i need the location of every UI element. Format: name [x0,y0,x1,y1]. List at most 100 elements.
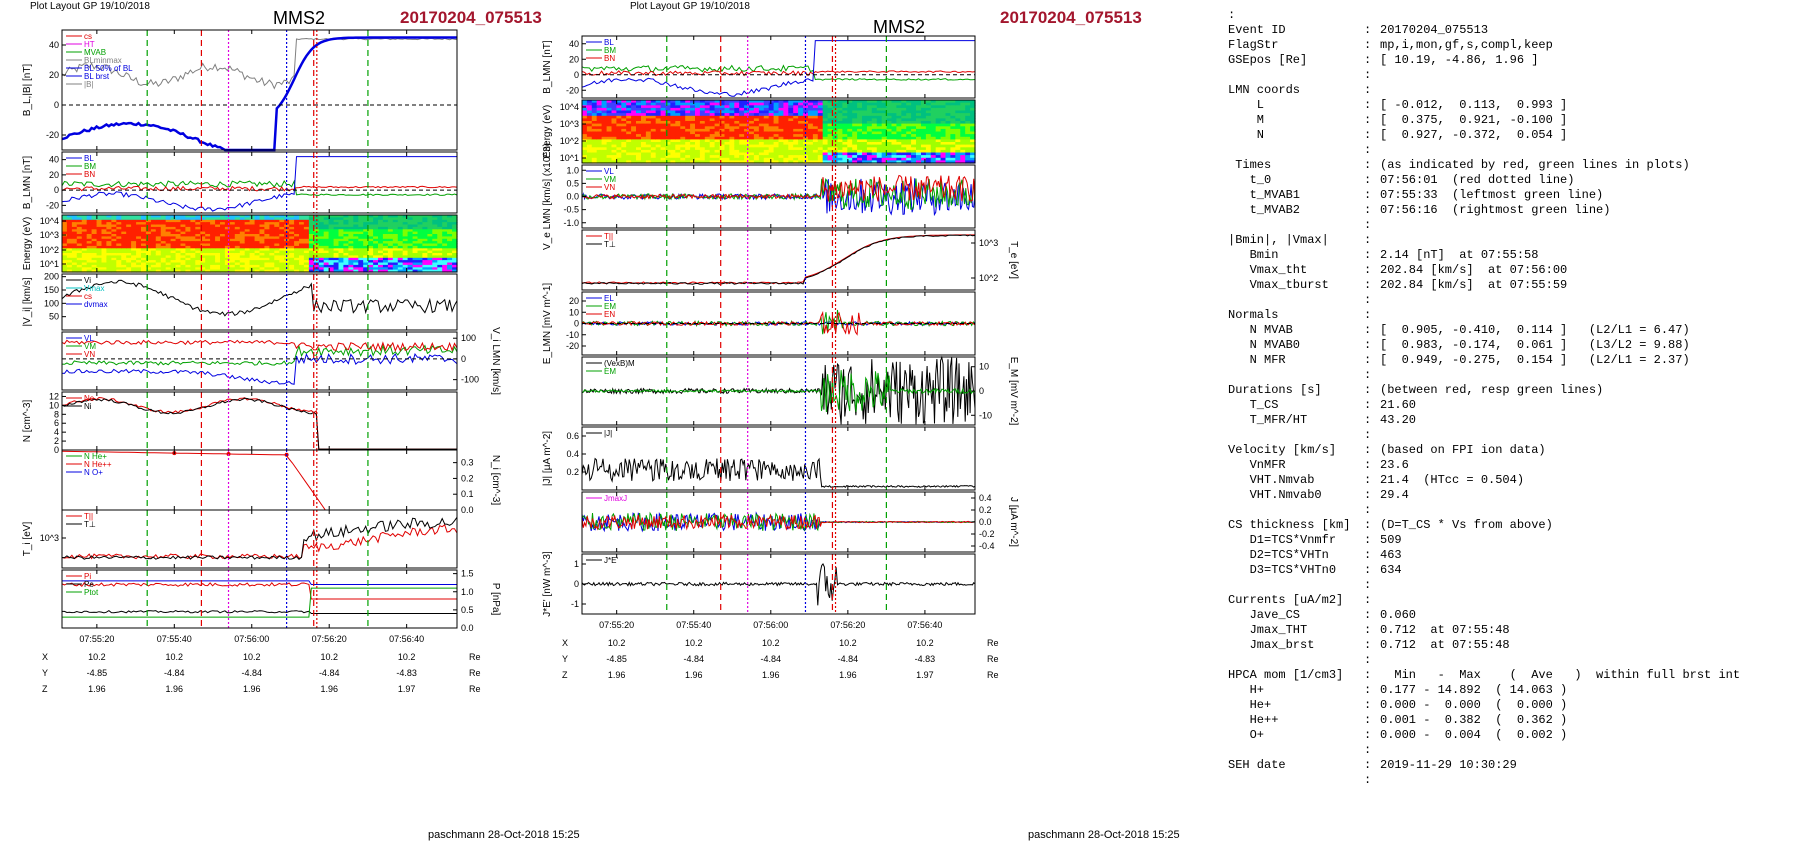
spectrogram-cell [665,144,671,148]
spectrogram-cell [417,219,423,223]
spectrogram-cell [136,267,142,271]
spectrogram-cell [86,226,93,230]
spectrogram-cell [71,226,78,230]
spectrogram-cell [739,134,745,138]
spectrogram-cell [165,267,172,271]
spectrogram-cell [289,236,295,240]
spectrogram-cell [289,267,295,271]
spectrogram-cell [768,110,775,114]
spectrogram-cell [812,136,819,140]
spectrogram-cell [86,250,93,254]
spectrogram-cell [121,267,127,271]
spectrogram-cell [788,142,794,146]
coord-value: -4.84 [683,654,704,664]
spectrogram-cell [432,248,438,252]
spectrogram-cell [412,222,419,226]
spectrogram-cell [121,226,127,230]
spectrogram-cell [793,107,799,112]
spectrogram-cell [753,105,760,109]
spectrogram-cell [229,262,236,266]
spectrogram-cell [175,238,182,242]
spectrogram-cell [582,128,588,133]
spectrogram-cell [363,269,369,273]
spectrogram-cell [131,269,137,273]
spectrogram-cell [670,136,676,140]
spectrogram-cell [965,110,971,114]
y-tick-label: 10^1 [560,153,579,163]
spectrogram-cell [837,110,843,114]
spectrogram-cell [660,160,667,164]
spectrogram-cell [407,267,414,271]
spectrogram-cell [427,260,433,264]
spectrogram-cell [447,260,453,264]
spectrogram-cell [343,226,349,230]
spectrogram-cell [200,245,206,249]
spectrogram-cell [432,260,438,264]
spectrogram-cell [650,113,657,117]
spectrogram-cell [817,147,824,151]
summary-row: : [1228,503,1798,518]
spectrogram-cell [758,113,765,117]
spectrogram-cell [417,215,423,218]
spectrogram-cell [631,110,637,114]
spectrogram-cell [407,236,414,240]
y-tick-label: -100 [461,375,479,385]
spectrogram-cell [348,224,354,228]
spectrogram-cell [896,100,902,104]
spectrogram-cell [650,115,657,119]
spectrogram-cell [616,126,622,130]
summary-value: 07:56:01 (red dotted line) [1380,173,1575,187]
spectrogram-cell [763,147,770,151]
spectrogram-cell [279,229,285,233]
spectrogram-cell [798,136,804,140]
spectrogram-cell [871,134,878,138]
spectrogram-cell [665,155,671,159]
spectrogram-cell [793,160,799,164]
spectrogram-cell [685,126,691,130]
spectrogram-cell [753,139,760,143]
spectrogram-cell [837,149,843,154]
spectrogram-cell [930,107,937,112]
x-tick-label: 07:55:20 [599,620,634,630]
spectrogram-cell [719,110,725,114]
spectrogram-cell [650,155,657,159]
spectrogram-cell [412,248,419,252]
spectrogram-cell [645,144,652,148]
spectrogram-cell [81,224,88,228]
spectrogram-cell [274,255,280,259]
spectrogram-cell [921,100,927,104]
spectrogram-cell [822,113,829,117]
spectrogram-cell [348,250,354,254]
spectrogram-cell [925,134,932,138]
y-tick-label: 40 [49,40,59,50]
spectrogram-cell [739,121,745,125]
spectrogram-cell [935,113,942,117]
spectrogram-cell [353,234,359,237]
spectrogram-cell [121,248,127,252]
spectrogram-cell [911,121,917,125]
spectrogram-cell [269,269,275,273]
summary-value: [ 0.949, -0.275, 0.154 ] (L2/L1 = 2.37) [1380,353,1690,367]
right-spacecraft-label: MMS2 [873,17,926,37]
spectrogram-cell [338,262,344,266]
spectrogram-cell [452,260,458,264]
spectrogram-cell [348,226,354,230]
spectrogram-cell [343,215,349,218]
spectrogram-cell [788,144,794,148]
spectrogram-cell [353,222,359,226]
spectrogram-cell [960,134,966,138]
spectrogram-cell [259,219,265,223]
spectrogram-cell [155,236,162,240]
spectrogram-cell [86,253,93,256]
spectrogram-cell [392,243,399,247]
spectrogram-cell [768,160,775,164]
spectrogram-cell [185,264,191,268]
spectrogram-cell [670,107,676,112]
spectrogram-cell [763,131,770,135]
spectrogram-cell [616,136,622,140]
spectrogram-cell [333,269,340,273]
spectrogram-cell [596,160,603,164]
spectrogram-cell [955,139,961,143]
spectrogram-cell [229,269,236,273]
summary-value: 20170204_075513 [1380,23,1489,37]
